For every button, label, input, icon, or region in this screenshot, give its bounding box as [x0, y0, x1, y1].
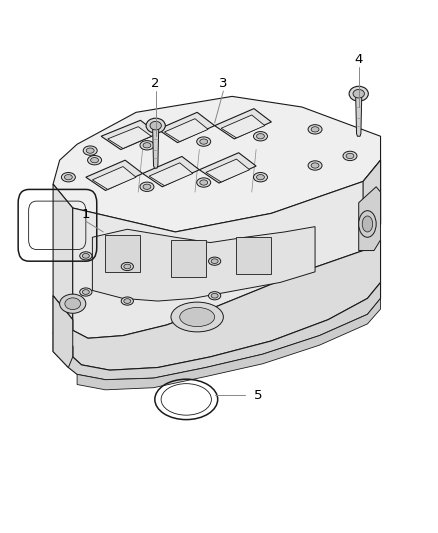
- Ellipse shape: [211, 293, 218, 298]
- Polygon shape: [356, 95, 362, 136]
- Ellipse shape: [91, 158, 99, 163]
- Ellipse shape: [200, 139, 208, 144]
- Polygon shape: [92, 166, 136, 189]
- Ellipse shape: [82, 289, 89, 294]
- Ellipse shape: [353, 90, 364, 98]
- Text: 2: 2: [152, 77, 160, 90]
- Ellipse shape: [208, 292, 221, 300]
- Text: 5: 5: [254, 389, 262, 402]
- Polygon shape: [101, 120, 158, 150]
- Ellipse shape: [311, 163, 319, 168]
- Polygon shape: [92, 227, 315, 301]
- Ellipse shape: [197, 137, 211, 146]
- Ellipse shape: [150, 122, 161, 130]
- Ellipse shape: [254, 132, 268, 141]
- Ellipse shape: [146, 118, 165, 133]
- Polygon shape: [237, 237, 272, 274]
- Ellipse shape: [343, 151, 357, 160]
- Polygon shape: [171, 240, 206, 277]
- Ellipse shape: [121, 262, 134, 271]
- Ellipse shape: [124, 298, 131, 303]
- Ellipse shape: [346, 154, 354, 158]
- Ellipse shape: [254, 173, 268, 182]
- Text: 3: 3: [219, 77, 228, 90]
- Ellipse shape: [65, 298, 81, 310]
- Ellipse shape: [143, 143, 151, 148]
- Ellipse shape: [140, 141, 154, 150]
- Ellipse shape: [200, 180, 208, 185]
- Ellipse shape: [143, 184, 151, 189]
- Ellipse shape: [359, 211, 376, 237]
- Polygon shape: [143, 157, 199, 187]
- Polygon shape: [158, 112, 215, 143]
- Polygon shape: [221, 115, 265, 138]
- Polygon shape: [363, 160, 381, 251]
- Polygon shape: [86, 160, 143, 190]
- Polygon shape: [53, 184, 73, 320]
- Ellipse shape: [61, 173, 75, 182]
- Ellipse shape: [311, 127, 319, 132]
- Polygon shape: [199, 153, 256, 183]
- Ellipse shape: [60, 294, 86, 313]
- Ellipse shape: [349, 86, 368, 101]
- Text: 4: 4: [354, 53, 363, 66]
- Ellipse shape: [257, 175, 265, 180]
- Ellipse shape: [64, 175, 72, 180]
- Polygon shape: [164, 119, 208, 142]
- Ellipse shape: [124, 264, 131, 269]
- Polygon shape: [108, 127, 151, 149]
- Polygon shape: [206, 159, 250, 182]
- Ellipse shape: [197, 178, 211, 187]
- Ellipse shape: [88, 156, 102, 165]
- Ellipse shape: [308, 161, 322, 170]
- Ellipse shape: [171, 302, 223, 332]
- Ellipse shape: [86, 148, 94, 154]
- Ellipse shape: [257, 134, 265, 139]
- Ellipse shape: [140, 182, 154, 191]
- Ellipse shape: [83, 146, 97, 155]
- Ellipse shape: [308, 125, 322, 134]
- Ellipse shape: [82, 254, 89, 258]
- Polygon shape: [53, 296, 73, 368]
- Ellipse shape: [362, 216, 373, 232]
- Ellipse shape: [208, 257, 221, 265]
- Polygon shape: [149, 163, 193, 185]
- Polygon shape: [77, 298, 381, 390]
- Ellipse shape: [80, 252, 92, 260]
- Polygon shape: [106, 235, 141, 272]
- Polygon shape: [152, 127, 159, 168]
- Ellipse shape: [180, 308, 215, 327]
- Polygon shape: [53, 282, 381, 379]
- Polygon shape: [53, 96, 381, 232]
- Polygon shape: [73, 160, 381, 338]
- Text: 1: 1: [81, 208, 90, 221]
- Polygon shape: [53, 240, 381, 370]
- Ellipse shape: [121, 297, 134, 305]
- Ellipse shape: [211, 259, 218, 263]
- Ellipse shape: [80, 288, 92, 296]
- Polygon shape: [359, 187, 381, 251]
- Polygon shape: [215, 109, 272, 139]
